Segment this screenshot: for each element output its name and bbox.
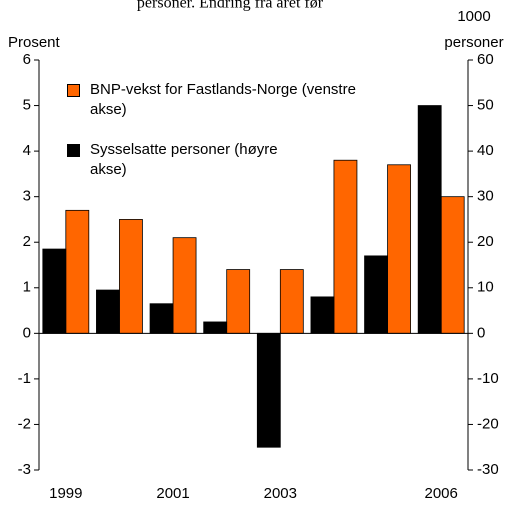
y2-tick-label: 20	[477, 233, 494, 250]
y-tick-label: 6	[23, 51, 31, 68]
chart-title: personer. Endring fra året før	[137, 0, 324, 12]
bar	[440, 196, 465, 334]
y2-tick-label: -10	[477, 370, 499, 387]
bar	[256, 332, 281, 448]
bar	[65, 209, 90, 334]
bar	[149, 303, 174, 334]
legend-label: BNP-vekst for Fastlands-Norge (venstre a…	[90, 81, 356, 118]
y2-tick-label: 40	[477, 142, 494, 159]
bar	[333, 159, 358, 334]
bar	[226, 269, 251, 334]
legend-swatch	[67, 84, 80, 97]
y2-tick-label: 50	[477, 97, 494, 114]
y-tick-label: 2	[23, 233, 31, 250]
bar	[96, 289, 120, 334]
y-tick-label: 1	[23, 279, 31, 296]
legend-swatch	[67, 144, 80, 157]
y2-tick-label: 0	[477, 324, 485, 341]
y-tick-label: -2	[18, 415, 31, 432]
y-tick-label: 4	[23, 142, 31, 159]
y2-tick-label: 10	[477, 279, 494, 296]
y2-tick-label: -20	[477, 415, 499, 432]
y-tick-label: 3	[23, 188, 31, 205]
bar	[387, 164, 411, 334]
y2-tick-label: 60	[477, 51, 494, 68]
bar	[417, 105, 442, 334]
y-axis-label: Prosent	[8, 34, 61, 51]
bar	[364, 255, 388, 334]
x-tick-label: 2003	[264, 485, 297, 502]
y2-axis-label: 1000	[457, 8, 490, 25]
x-tick-label: 1999	[49, 485, 82, 502]
bar	[172, 237, 197, 334]
x-tick-label: 2001	[156, 485, 189, 502]
y2-axis-label: personer	[444, 34, 503, 51]
bar	[310, 296, 335, 334]
legend-label: Sysselsatte personer (høyre akse)	[90, 141, 278, 178]
y-tick-label: 5	[23, 97, 31, 114]
y-tick-label: -3	[18, 461, 31, 478]
x-tick-label: 2006	[425, 485, 458, 502]
y2-tick-label: -30	[477, 461, 499, 478]
bar	[119, 219, 143, 334]
y-tick-label: 0	[23, 324, 31, 341]
y-tick-label: -1	[18, 370, 31, 387]
y2-tick-label: 30	[477, 188, 494, 205]
bar	[203, 321, 228, 334]
bar	[279, 269, 304, 334]
bar	[42, 248, 67, 334]
